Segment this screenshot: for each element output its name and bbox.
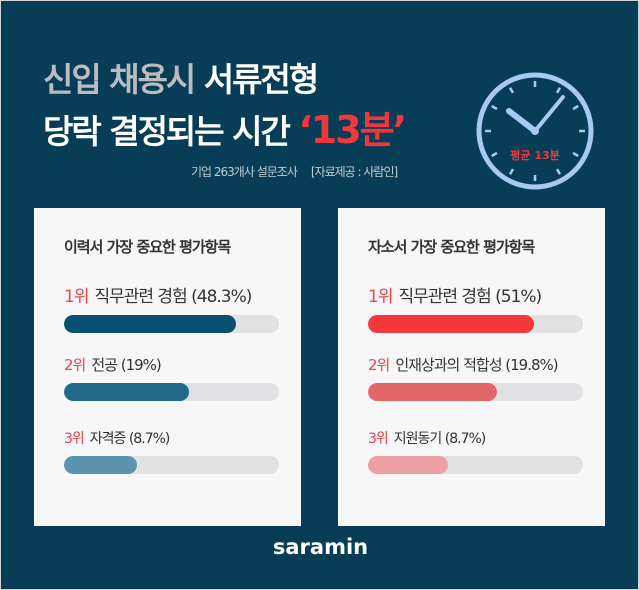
ranking-item: 3위 지원동기 (8.7%) (368, 428, 583, 474)
saramin-logo: saramin (272, 535, 369, 559)
item-label: 자격증 (8.7%) (89, 431, 171, 447)
cover-letter-panel: 자소서 가장 중요한 평가항목 1위 직무관련 경험 (51%) 2위 인재상과의 … (338, 208, 605, 526)
item-label-row: 1위 직무관련 경험 (51%) (368, 282, 583, 307)
clock-icon: 평균 13분 (476, 72, 594, 190)
clock-tick (508, 87, 515, 94)
progress-fill (64, 456, 138, 474)
progress-fill (368, 456, 448, 474)
progress-bar (64, 315, 279, 333)
progress-bar (368, 383, 583, 401)
rank: 1위 (64, 287, 89, 307)
title-grey-text: 신입 채용시 (43, 60, 196, 99)
progress-fill (64, 315, 236, 333)
clock-label: 평균 13분 (510, 148, 560, 162)
clock-tick (491, 151, 498, 158)
title-white-text: 서류전형 (203, 60, 319, 99)
panel-title: 자소서 가장 중요한 평가항목 (368, 238, 535, 256)
rank: 1위 (368, 287, 393, 307)
item-label: 직무관련 경험 (51%) (398, 287, 542, 307)
clock-tick (491, 104, 498, 111)
ranking-item: 1위 직무관련 경험 (48.3%) (64, 282, 279, 333)
resume-panel: 이력서 가장 중요한 평가항목 1위 직무관련 경험 (48.3%) 2위 전공 (… (34, 208, 301, 526)
clock-tick (572, 151, 579, 158)
item-label-row: 2위 전공 (19%) (64, 354, 279, 375)
ranking-item: 1위 직무관련 경험 (51%) (368, 282, 583, 333)
progress-bar (64, 456, 279, 474)
rank: 3위 (368, 431, 389, 447)
item-label-row: 1위 직무관련 경험 (48.3%) (64, 282, 279, 307)
ranking-item: 2위 전공 (19%) (64, 354, 279, 401)
item-label-row: 3위 자격증 (8.7%) (64, 428, 279, 448)
ranking-item: 2위 인재상과의 적합성 (19.8%) (368, 354, 583, 401)
rank: 3위 (64, 431, 85, 447)
item-label: 직무관련 경험 (48.3%) (94, 287, 252, 307)
clock-tick (508, 168, 515, 175)
progress-fill (368, 383, 497, 401)
source-note: [자료제공 : 사람인] (310, 165, 398, 179)
item-label: 인재상과의 적합성 (19.8%) (395, 356, 558, 374)
progress-bar (368, 315, 583, 333)
title-white-text: 당락 결정되는 시간 (43, 112, 291, 151)
rank: 2위 (368, 356, 390, 374)
progress-fill (368, 315, 534, 333)
progress-fill (64, 383, 189, 401)
progress-bar (64, 383, 279, 401)
clock-tick (555, 87, 562, 94)
clock-tick (555, 168, 562, 175)
item-label-row: 3위 지원동기 (8.7%) (368, 428, 583, 448)
item-label: 전공 (19%) (91, 356, 161, 374)
item-label: 지원동기 (8.7%) (393, 431, 486, 447)
progress-bar (368, 456, 583, 474)
survey-note: 기업 263개사 설문조사 (191, 165, 298, 179)
title-line-2: 당락 결정되는 시간 ‘13분’ (43, 99, 407, 154)
title-line-1: 신입 채용시 서류전형 (43, 53, 319, 101)
panel-title: 이력서 가장 중요한 평가항목 (64, 238, 231, 256)
clock-tick (572, 104, 579, 111)
title-highlight: ‘13분’ (298, 108, 407, 152)
subtitle: 기업 263개사 설문조사 [자료제공 : 사람인] (191, 163, 411, 180)
ranking-item: 3위 자격증 (8.7%) (64, 428, 279, 474)
item-label-row: 2위 인재상과의 적합성 (19.8%) (368, 354, 583, 375)
rank: 2위 (64, 356, 86, 374)
